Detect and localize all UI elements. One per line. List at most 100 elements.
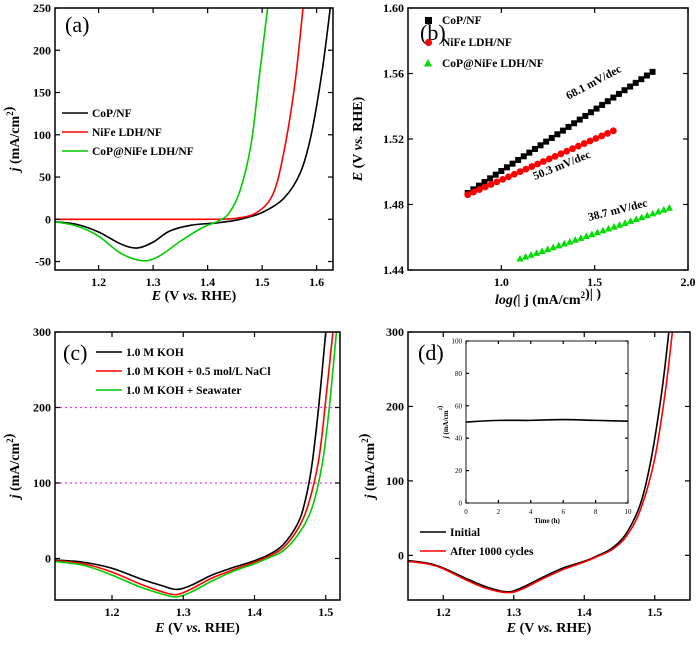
marker-triangle [532,249,541,256]
x-tick-label: 4 [529,508,533,516]
marker-square [503,164,510,171]
marker-triangle [566,238,574,245]
marker-circle [580,140,588,147]
marker-triangle [521,253,530,260]
marker-circle [609,127,617,135]
x-axis-label: log(| j (mA/cm2)| ) [495,287,601,308]
y-tick-label: 200 [33,43,51,57]
marker-triangle [527,251,535,258]
marker-square [627,83,634,90]
marker-triangle [599,226,607,234]
y-tick-label: 80 [455,370,463,378]
marker-triangle [593,228,602,236]
y-tick-label: -50 [35,255,51,269]
marker-triangle [632,215,640,223]
panel-label: (b) [420,20,446,45]
legend-label: After 1000 cycles [450,546,534,558]
marker-square [520,153,527,160]
series-line-3 [55,332,338,598]
marker-square [554,131,561,138]
y-axis-label: E (V vs. RHE) [351,96,366,182]
marker-square [543,138,550,145]
marker-square [576,116,583,123]
x-tick-label: 1.4 [200,275,215,289]
marker-square [649,68,656,75]
marker-circle [493,178,501,186]
legend-label: NiFe LDH/NF [442,37,512,49]
y-axis-label: j (mA/cm2) [2,433,23,500]
marker-triangle [588,230,596,238]
marker-square [548,134,555,141]
panel-label: (d) [418,340,444,365]
x-tick-label: 1.2 [91,275,106,289]
marker-square [638,76,645,83]
series-line-2 [55,8,304,221]
inset-x-label: Time (h) [534,517,560,525]
marker-triangle [582,232,590,239]
series-line-2 [408,332,674,594]
y-tick-label: 1.44 [383,263,404,277]
marker-circle [505,173,512,181]
x-tick-label: 1.5 [587,275,602,289]
marker-circle [598,132,606,140]
series-line-1 [55,8,332,249]
legend-label: CoP/NF [92,108,132,120]
panel-label: (c) [63,340,87,365]
marker-circle [464,191,472,199]
marker-triangle [643,211,651,219]
y-tick-label: 0 [459,499,463,507]
x-axis-label: E (V vs. RHE) [154,621,240,636]
marker-circle [510,170,518,178]
marker-square [599,101,606,108]
marker-circle [563,147,571,155]
marker-square [559,127,566,134]
x-tick-label: 2 [497,508,501,516]
legend-marker [424,59,432,67]
marker-square [515,156,522,163]
legend-label: 1.0 M KOH [126,347,184,359]
x-tick-label: 1.4 [247,605,262,619]
marker-square [492,171,499,178]
marker-square [643,72,650,79]
marker-square [593,105,600,112]
y-tick-label: 1.52 [383,132,404,146]
marker-triangle [621,219,629,226]
y-tick-label: 1.60 [383,1,404,15]
marker-square [565,123,572,130]
y-tick-label: 200 [386,400,404,414]
panel-c: 1.2 1.3 1.4 1.5 0 100 200 300 E (V vs. RHE) j (mA… [2,325,341,636]
marker-triangle [660,206,668,213]
marker-square [587,109,594,116]
series-line-1 [408,332,670,593]
x-axis-label: E (V vs. RHE) [506,621,592,636]
marker-triangle [654,207,662,215]
marker-circle [545,155,553,163]
marker-square [610,94,617,101]
marker-triangle [665,204,673,211]
y-tick-label: 100 [452,337,463,345]
marker-triangle [615,221,624,228]
marker-circle [604,129,611,137]
marker-triangle [560,239,568,247]
marker-circle [534,160,542,168]
legend-label: CoP@NiFe LDH/NF [442,58,544,70]
y-tick-label: 1.56 [383,67,404,81]
marker-circle [557,150,565,158]
legend-label: NiFe LDH/NF [92,127,162,139]
plot-frame [465,340,629,504]
plot-frame [54,7,334,271]
x-tick-label: 2.0 [681,275,696,289]
x-tick-label: 1.3 [176,605,191,619]
inset-background [466,341,628,503]
x-tick-label: 6 [561,508,565,516]
legend-marker [424,38,433,47]
y-tick-label: 20 [455,467,463,475]
marker-square [571,120,578,127]
x-tick-label: 1.2 [436,605,451,619]
marker-circle [516,168,524,176]
x-tick-label: 8 [594,508,598,516]
marker-circle [540,158,547,165]
series-line-2 [55,332,334,596]
x-tick-label: 0 [464,508,468,516]
marker-triangle [549,243,557,251]
